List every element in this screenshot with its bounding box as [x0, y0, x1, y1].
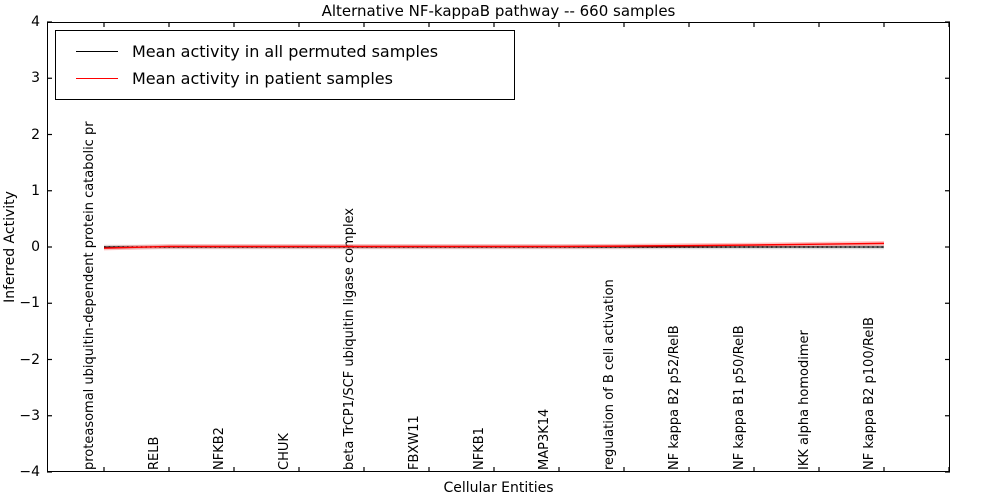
y-tick-label: −2: [19, 351, 40, 368]
y-tick-label: −1: [19, 295, 40, 312]
entity-label: NFKB2: [211, 427, 227, 470]
entity-label: regulation of B cell activation: [601, 279, 617, 470]
legend-item-label: Mean activity in all permuted samples: [132, 41, 439, 61]
entity-label: CHUK: [276, 433, 292, 470]
entity-label: IKK alpha homodimer: [796, 330, 812, 470]
y-tick-label: 4: [31, 14, 40, 30]
legend: Mean activity in all permuted samples Mea…: [55, 30, 515, 100]
y-tick-label: 0: [31, 239, 40, 255]
entity-label: NF kappa B2 p52/RelB: [666, 325, 682, 470]
y-tick-label: −4: [19, 464, 40, 480]
legend-item: Mean activity in patient samples: [56, 69, 514, 88]
entity-label: proteasomal ubiquitin-dependent protein …: [81, 121, 97, 470]
legend-line-sample: [76, 50, 118, 52]
entity-label: MAP3K14: [536, 408, 552, 470]
entity-label: NFKB1: [471, 427, 487, 470]
legend-item: Mean activity in all permuted samples: [56, 42, 514, 61]
y-tick-label: 1: [31, 182, 40, 199]
y-tick-label: 3: [31, 70, 40, 87]
chart-title: Alternative NF-kappaB pathway -- 660 sam…: [321, 2, 676, 20]
x-axis-label: Cellular Entities: [443, 480, 554, 496]
entity-label: NF kappa B1 p50/RelB: [731, 325, 747, 470]
entity-label: RELB: [146, 436, 162, 470]
entity-label: NF kappa B2 p100/RelB: [861, 317, 877, 470]
y-tick-label: −3: [19, 407, 40, 424]
legend-item-label: Mean activity in patient samples: [132, 69, 393, 89]
entity-label: beta TrCP1/SCF ubiquitin ligase complex: [341, 207, 357, 470]
entity-label: FBXW11: [406, 415, 422, 470]
y-tick-label: 2: [31, 126, 40, 143]
legend-line-sample: [76, 78, 118, 80]
